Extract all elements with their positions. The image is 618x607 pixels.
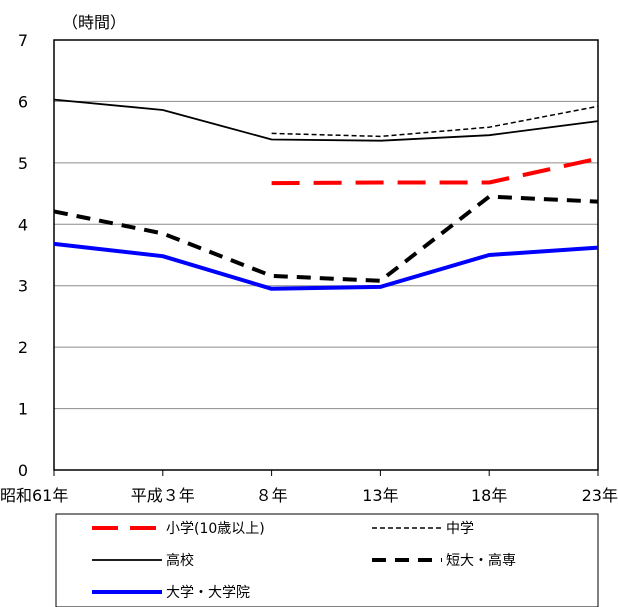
series-line-1 bbox=[271, 156, 599, 186]
x-tick-label: 23年 bbox=[582, 486, 618, 505]
x-tick-label: 平成３年 bbox=[131, 486, 195, 505]
y-tick-label: 6 bbox=[18, 92, 28, 111]
series-lines bbox=[53, 98, 599, 291]
y-tick-label: 7 bbox=[18, 31, 28, 50]
x-tick-label: 13年 bbox=[362, 486, 398, 505]
grid-lines bbox=[54, 100, 598, 410]
legend-label: 大学・大学院 bbox=[166, 585, 250, 601]
legend-label: 中学 bbox=[446, 521, 474, 537]
series-line-5 bbox=[53, 241, 599, 291]
plot-area bbox=[53, 39, 599, 471]
y-tick-label: 0 bbox=[18, 461, 28, 480]
series-line-2 bbox=[271, 105, 599, 138]
y-tick-label: 5 bbox=[18, 154, 28, 173]
legend-label: 小学(10歳以上) bbox=[166, 521, 265, 537]
series-line-3 bbox=[53, 98, 599, 142]
x-axis-ticks: 昭和61年 平成３年 ８年 13年 18年 23年 bbox=[0, 470, 618, 505]
y-tick-label: 1 bbox=[18, 400, 28, 419]
y-unit-label: （時間） bbox=[62, 13, 126, 32]
y-tick-label: 2 bbox=[18, 338, 28, 357]
legend-label: 短大・高専 bbox=[446, 552, 516, 569]
y-tick-label: 3 bbox=[18, 277, 28, 296]
legend-label: 高校 bbox=[166, 552, 194, 569]
x-tick-label: ８年 bbox=[256, 486, 288, 505]
y-tick-label: 4 bbox=[18, 215, 28, 234]
x-tick-label: 昭和61年 bbox=[0, 486, 68, 505]
series-line-4 bbox=[53, 194, 599, 283]
y-axis-ticks: 0 1 2 3 4 5 6 7 bbox=[18, 31, 28, 480]
x-tick-label: 18年 bbox=[471, 486, 507, 505]
